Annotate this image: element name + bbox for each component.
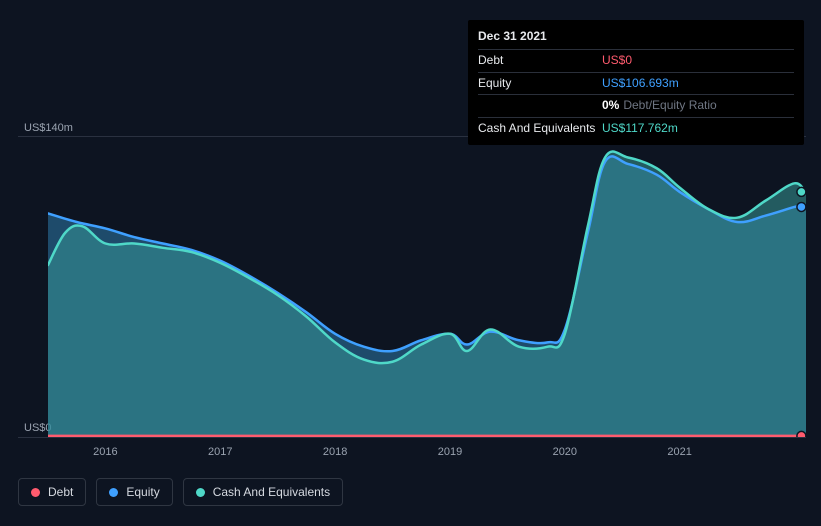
x-tick-label: 2016 bbox=[93, 446, 117, 458]
legend-toggle-cash[interactable]: Cash And Equivalents bbox=[183, 478, 343, 506]
tooltip-debt-label: Debt bbox=[478, 52, 602, 69]
x-axis: 2016 2017 2018 2019 2020 2021 bbox=[48, 446, 806, 464]
x-tick-label: 2019 bbox=[438, 446, 462, 458]
x-tick-label: 2017 bbox=[208, 446, 232, 458]
chart-tooltip: Dec 31 2021 Debt US$0 Equity US$106.693m… bbox=[468, 20, 804, 145]
tooltip-row-ratio: 0% Debt/Equity Ratio bbox=[478, 94, 794, 116]
tooltip-cash-value: US$117.762m bbox=[602, 120, 678, 137]
tooltip-row-equity: Equity US$106.693m bbox=[478, 72, 794, 94]
circle-icon bbox=[31, 488, 40, 497]
x-tick-label: 2018 bbox=[323, 446, 347, 458]
tooltip-equity-value: US$106.693m bbox=[602, 75, 679, 92]
tooltip-row-debt: Debt US$0 bbox=[478, 49, 794, 71]
tooltip-equity-label: Equity bbox=[478, 75, 602, 92]
tooltip-ratio-pct: 0% bbox=[602, 97, 619, 114]
tooltip-ratio-label: Debt/Equity Ratio bbox=[623, 97, 716, 114]
tooltip-ratio-spacer bbox=[478, 97, 602, 114]
y-axis-max-label: US$140m bbox=[24, 122, 73, 134]
legend-equity-label: Equity bbox=[126, 485, 159, 499]
tooltip-date: Dec 31 2021 bbox=[478, 28, 794, 47]
circle-icon bbox=[109, 488, 118, 497]
circle-icon bbox=[196, 488, 205, 497]
x-tick-label: 2021 bbox=[667, 446, 691, 458]
tooltip-debt-value: US$0 bbox=[602, 52, 632, 69]
legend-toggle-equity[interactable]: Equity bbox=[96, 478, 172, 506]
gridline-bottom bbox=[18, 437, 806, 438]
x-tick-label: 2020 bbox=[553, 446, 577, 458]
area-chart bbox=[48, 136, 806, 437]
legend-debt-label: Debt bbox=[48, 485, 73, 499]
chart-legend: Debt Equity Cash And Equivalents bbox=[18, 478, 343, 506]
tooltip-row-cash: Cash And Equivalents US$117.762m bbox=[478, 117, 794, 139]
legend-cash-label: Cash And Equivalents bbox=[213, 485, 330, 499]
legend-toggle-debt[interactable]: Debt bbox=[18, 478, 86, 506]
tooltip-cash-label: Cash And Equivalents bbox=[478, 120, 602, 137]
